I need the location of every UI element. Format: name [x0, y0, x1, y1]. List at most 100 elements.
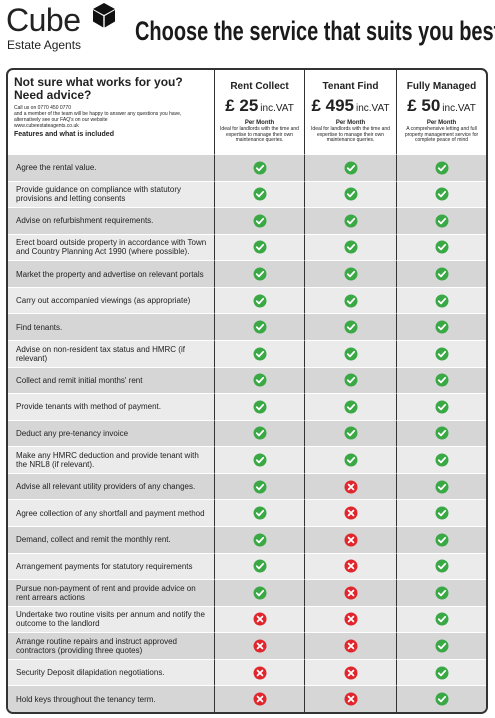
feature-cell: Undertake two routine visits per annum a… — [8, 605, 215, 633]
included-cell — [215, 499, 305, 526]
price-period: Per Month — [426, 120, 457, 126]
cross-icon — [344, 586, 357, 600]
check-icon — [253, 320, 266, 334]
included-cell — [305, 525, 397, 553]
cross-icon — [344, 692, 357, 706]
check-icon — [435, 639, 448, 653]
plan-name: Tenant Find — [322, 81, 379, 92]
logo-cube — [93, 3, 115, 28]
check-icon — [253, 426, 266, 440]
intro-heading: Not sure what works for you? Need advice… — [14, 75, 183, 102]
included-cell — [215, 260, 305, 287]
feature-cell: Make any HMRC deduction and provide tena… — [8, 446, 215, 473]
feature-cell: Agree collection of any shortfall and pa… — [8, 499, 215, 526]
plan-name: Rent Collect — [230, 81, 289, 92]
check-icon — [253, 294, 266, 308]
feature-cell: Security Deposit dilapidation negotiatio… — [8, 658, 215, 686]
price-amount: £ 50 — [407, 96, 441, 115]
check-icon — [344, 320, 357, 334]
plan-price: £ 25 inc.VAT — [215, 96, 304, 116]
included-cell — [305, 260, 397, 287]
check-icon — [253, 373, 266, 387]
check-icon — [253, 161, 266, 175]
plan-description: A comprehensive letting and full propert… — [404, 126, 479, 143]
plan-description: Ideal for landlords with the time and ex… — [311, 126, 390, 143]
check-icon — [435, 161, 448, 175]
included-cell — [397, 260, 486, 287]
check-icon — [253, 187, 266, 201]
check-icon — [435, 267, 448, 281]
check-icon — [253, 586, 266, 600]
included-cell — [305, 446, 397, 473]
feature-cell: Carry out accompanied viewings (as appro… — [8, 286, 215, 314]
included-cell — [215, 632, 305, 659]
check-icon — [253, 559, 266, 573]
included-cell — [305, 658, 397, 686]
cross-icon — [253, 612, 266, 626]
check-icon — [344, 453, 357, 467]
comparison-table: Not sure what works for you? Need advice… — [6, 68, 488, 714]
included-cell — [215, 233, 305, 261]
included-cell — [215, 339, 305, 367]
check-icon — [435, 373, 448, 387]
feature-cell: Advise on refurbishment requirements. — [8, 207, 215, 234]
included-cell — [215, 525, 305, 553]
check-icon — [435, 533, 448, 547]
check-icon — [435, 320, 448, 334]
intro-line: www.cubeestateagents.co.uk — [14, 123, 79, 129]
feature-cell: Find tenants. — [8, 313, 215, 340]
plan-header: Tenant Find £ 495 inc.VAT Per Month Ideal fo… — [305, 70, 397, 154]
intro-cell: Not sure what works for you? Need advice… — [8, 70, 215, 154]
included-cell — [397, 605, 486, 633]
price-period: Per Month — [335, 120, 366, 126]
price-period: Per Month — [244, 120, 275, 126]
included-cell — [305, 579, 397, 606]
feature-cell: Arrangement payments for statutory requi… — [8, 552, 215, 580]
cross-icon — [253, 639, 266, 653]
check-icon — [435, 294, 448, 308]
check-icon — [344, 267, 357, 281]
feature-cell: Agree the rental value. — [8, 154, 215, 181]
check-icon — [344, 426, 357, 440]
price-vat: inc.VAT — [260, 103, 294, 114]
brand: Cube — [6, 2, 81, 38]
included-cell — [215, 366, 305, 394]
included-cell — [305, 685, 397, 712]
intro-line: and a member of the team will be happy t… — [14, 111, 182, 123]
included-cell — [305, 419, 397, 447]
check-icon — [344, 347, 357, 361]
included-cell — [305, 180, 397, 208]
check-icon — [344, 294, 357, 308]
included-cell — [215, 472, 305, 500]
included-cell — [397, 658, 486, 686]
check-icon — [435, 214, 448, 228]
check-icon — [435, 453, 448, 467]
included-cell — [305, 393, 397, 420]
included-cell — [215, 552, 305, 580]
included-cell — [215, 446, 305, 473]
plan-description: Ideal for landlords with the time and ex… — [220, 126, 299, 143]
plan-name: Fully Managed — [406, 81, 477, 92]
feature-cell: Provide guidance on compliance with stat… — [8, 180, 215, 208]
brand-subtitle: Estate Agents — [7, 38, 82, 52]
feature-cell: Advise on non-resident tax status and HM… — [8, 339, 215, 367]
check-icon — [435, 612, 448, 626]
check-icon — [253, 480, 266, 494]
plan-price: £ 495 inc.VAT — [305, 96, 396, 116]
check-icon — [435, 400, 448, 414]
included-cell — [397, 180, 486, 208]
included-cell — [397, 472, 486, 500]
cross-icon — [344, 559, 357, 573]
check-icon — [435, 506, 448, 520]
included-cell — [305, 632, 397, 659]
feature-cell: Erect board outside property in accordan… — [8, 233, 215, 261]
feature-cell: Pursue non-payment of rent and provide a… — [8, 579, 215, 606]
included-cell — [305, 366, 397, 394]
included-cell — [397, 366, 486, 394]
included-cell — [215, 605, 305, 633]
included-cell — [397, 579, 486, 606]
feature-cell: Provide tenants with method of payment. — [8, 393, 215, 420]
included-cell — [215, 313, 305, 340]
included-cell — [215, 207, 305, 234]
